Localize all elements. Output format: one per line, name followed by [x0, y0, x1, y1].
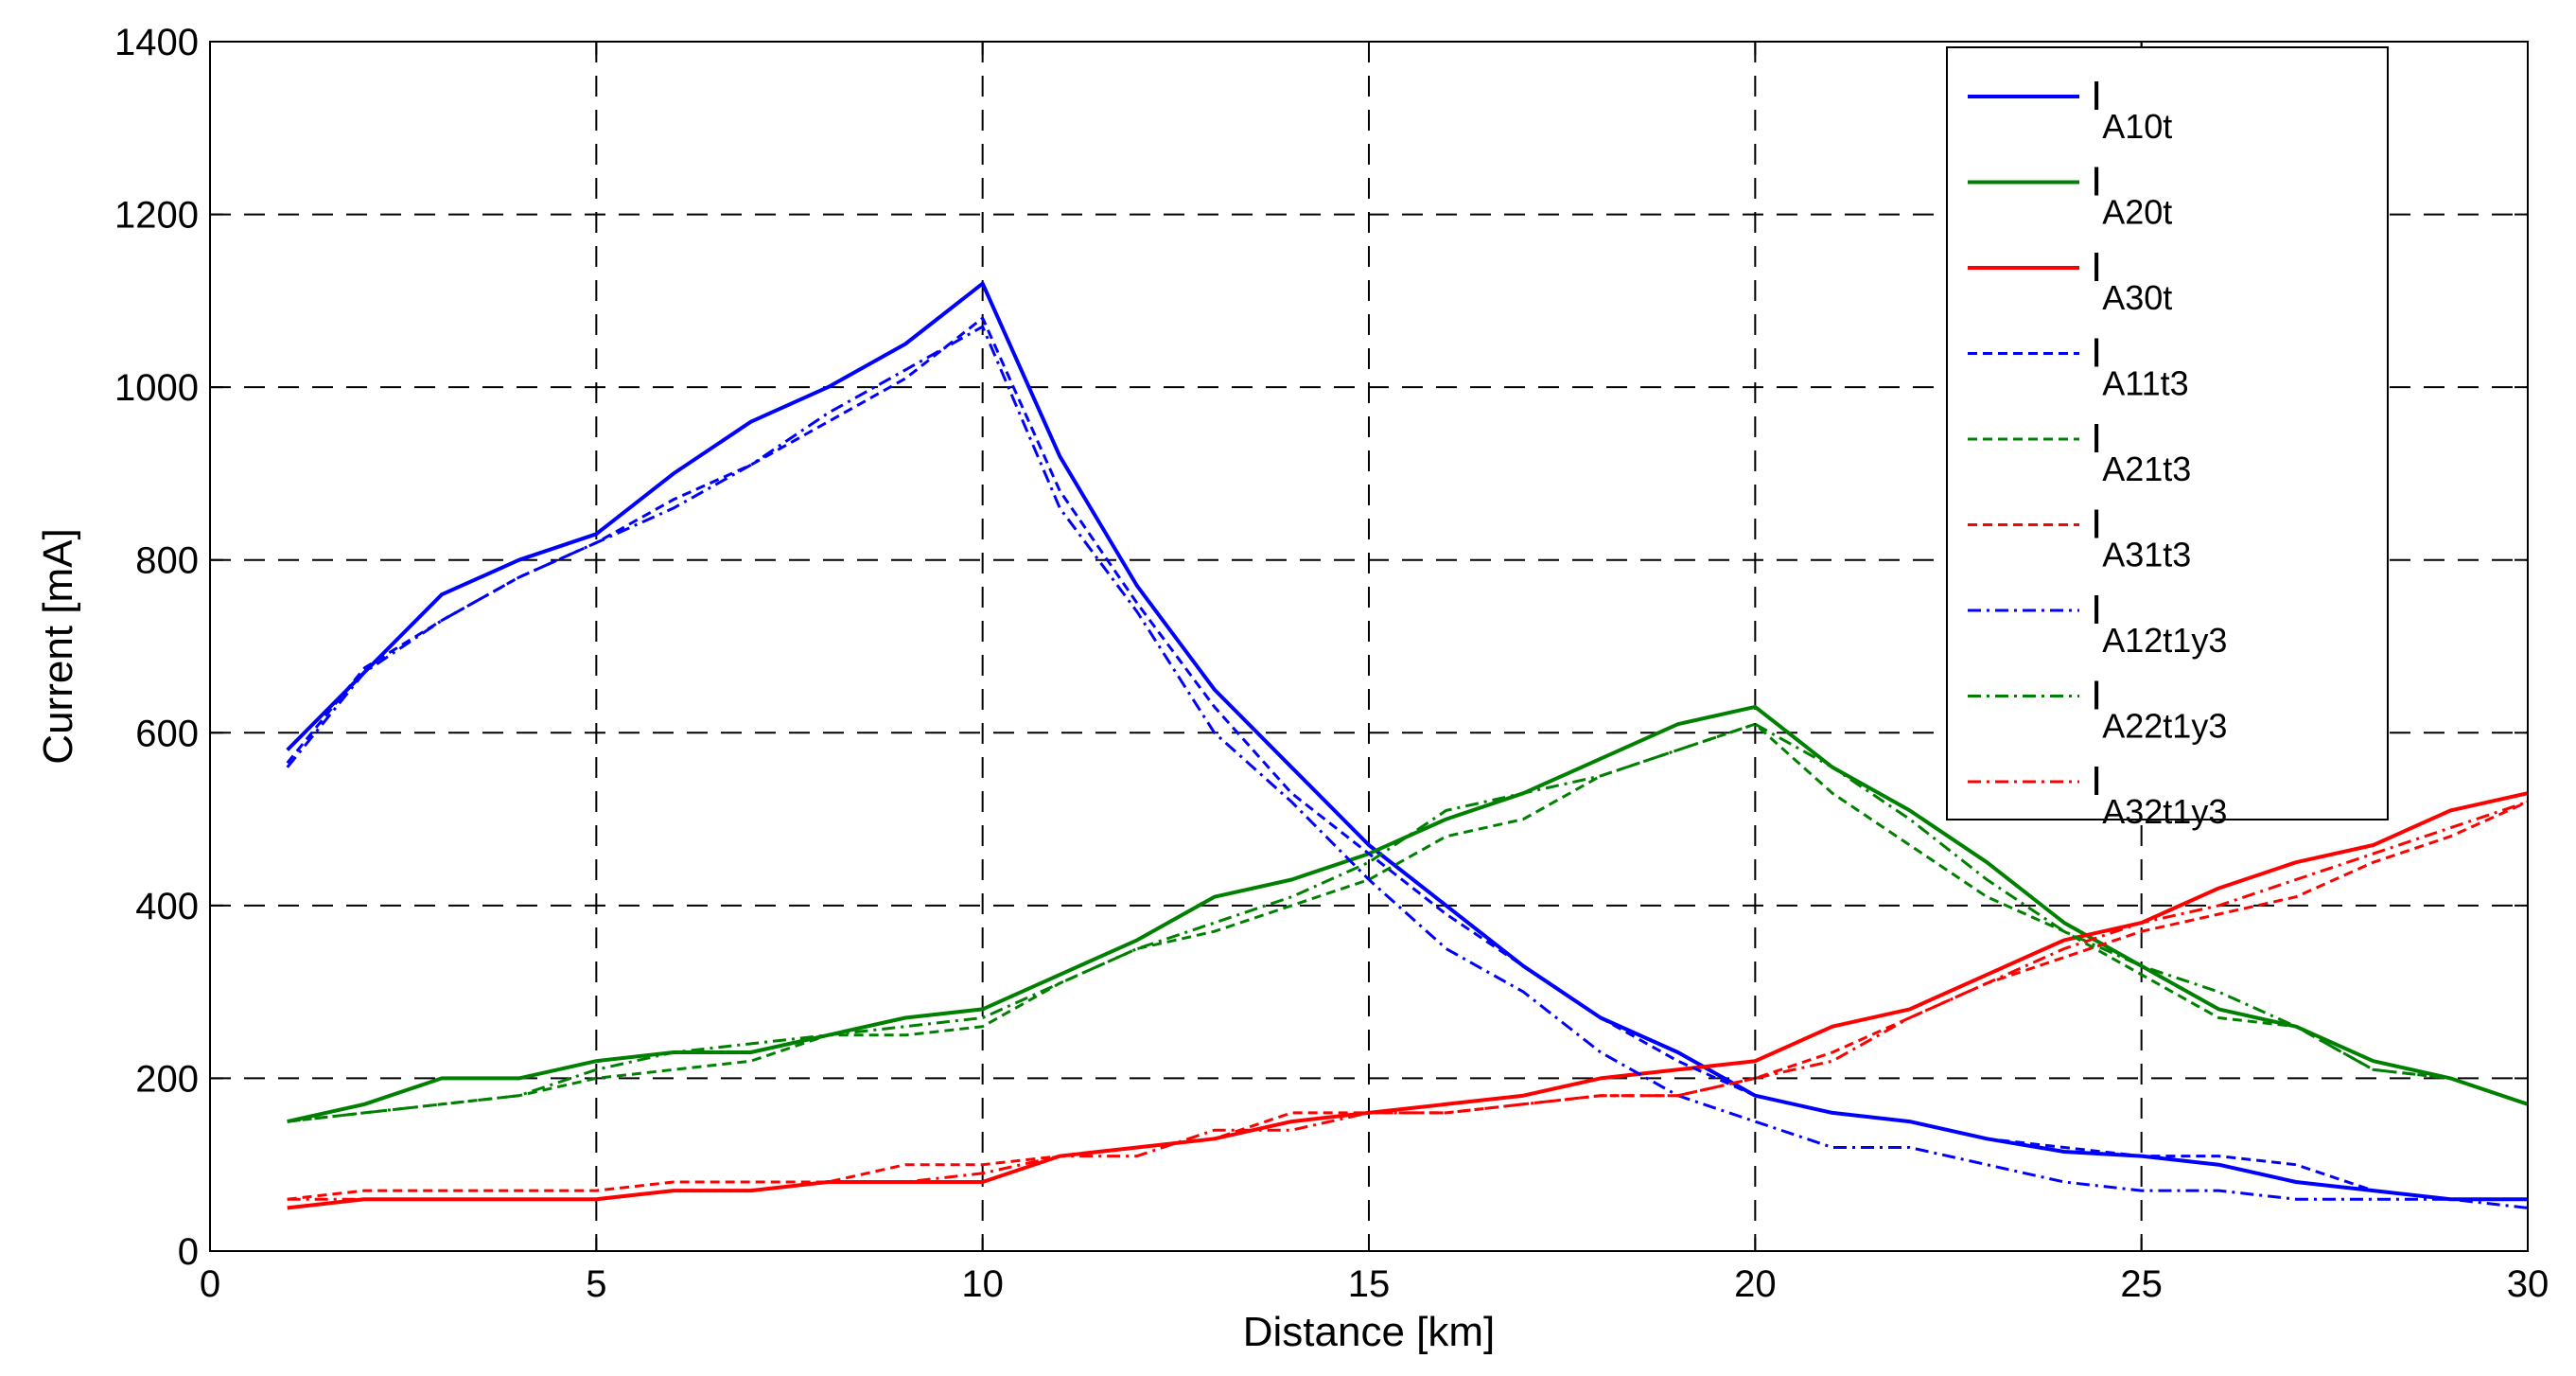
legend-label: IA22t1y3: [2091, 673, 2227, 746]
x-tick-label: 0: [200, 1263, 220, 1305]
legend-label-main: I: [2091, 415, 2102, 462]
x-axis-label: Distance [km]: [1243, 1309, 1496, 1355]
legend-label-main: I: [2091, 673, 2102, 719]
y-tick-label: 0: [178, 1231, 199, 1273]
series-line-a20t: [287, 704, 2529, 1124]
legend: IA10tIA20tIA30tIA11t3IA21t3IA31t3IA12t1y…: [1946, 46, 2389, 831]
legend-label-main: I: [2091, 159, 2102, 205]
series-line-a22t1y3: [287, 722, 2529, 1123]
legend-label-subscript: A10t: [2102, 107, 2172, 146]
x-tick-label: 5: [586, 1263, 606, 1305]
y-tick-label: 1200: [114, 195, 199, 237]
grid-layer: [210, 42, 2528, 1251]
series-line-a31t3: [287, 800, 2529, 1201]
legend-label: IA11t3: [2091, 330, 2189, 403]
legend-label: IA30t: [2091, 244, 2172, 317]
legend-label: IA31t3: [2091, 502, 2191, 574]
legend-label-main: I: [2091, 73, 2102, 119]
series-line-a11t3: [286, 316, 2528, 1201]
y-tick-label: 600: [135, 713, 199, 754]
legend-label: IA10t: [2091, 73, 2172, 146]
legend-label: IA12t1y3: [2091, 587, 2227, 660]
x-tick-label: 30: [2507, 1263, 2550, 1305]
legend-label: IA20t: [2091, 159, 2172, 232]
legend-label-main: I: [2091, 758, 2102, 804]
legend-label-subscript: A20t: [2102, 193, 2172, 232]
series-line-a32t1y3: [287, 800, 2529, 1201]
y-tick-label: 1000: [114, 367, 199, 409]
legend-label-subscript: A21t3: [2102, 450, 2191, 488]
legend-label-main: I: [2091, 502, 2102, 548]
legend-label-subscript: A31t3: [2102, 536, 2191, 574]
tick-layer: 0 5 10 15 20 25 30 0 200 400 600 800 1000 1200 1400: [114, 22, 2549, 1305]
legend-label: IA21t3: [2091, 415, 2191, 488]
series-line-a10t: [286, 281, 2528, 1202]
legend-label-subscript: A12t1y3: [2102, 621, 2227, 660]
y-tick-label: 1400: [114, 22, 199, 63]
series-line-a30t: [287, 791, 2529, 1210]
series-line-a12t1y3: [286, 325, 2529, 1209]
legend-label-subscript: A22t1y3: [2102, 707, 2227, 746]
series-layer: [286, 281, 2529, 1210]
legend-label-main: I: [2091, 330, 2102, 377]
x-tick-label: 10: [961, 1263, 1004, 1305]
legend-box: [1946, 46, 2389, 820]
legend-label-subscript: A30t: [2102, 278, 2172, 317]
x-tick-label: 25: [2120, 1263, 2163, 1305]
legend-label: IA32t1y3: [2091, 758, 2227, 831]
legend-label-main: I: [2091, 244, 2102, 291]
y-tick-label: 400: [135, 886, 199, 927]
legend-label-subscript: A32t1y3: [2102, 792, 2227, 831]
x-tick-label: 20: [1734, 1263, 1777, 1305]
y-axis-label: Current [mA]: [35, 528, 81, 764]
y-tick-label: 800: [135, 540, 199, 582]
legend-label-main: I: [2091, 587, 2102, 633]
legend-label-subscript: A11t3: [2102, 364, 2188, 403]
y-tick-label: 200: [135, 1058, 199, 1100]
x-tick-label: 15: [1348, 1263, 1391, 1305]
series-line-a21t3: [287, 722, 2529, 1123]
